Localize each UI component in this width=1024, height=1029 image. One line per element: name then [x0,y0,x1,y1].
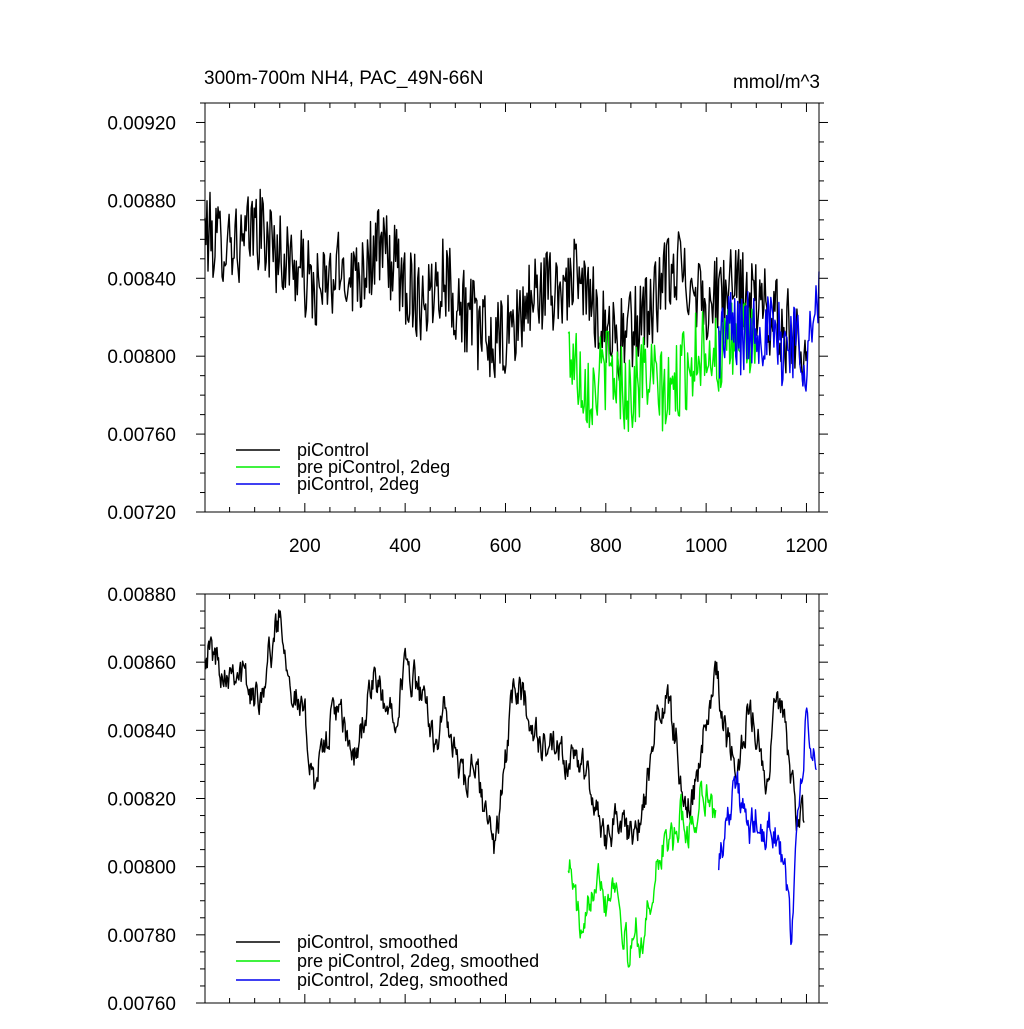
y-tick-label: 0.00840 [107,269,176,290]
series-line [567,780,717,968]
y-tick-label: 0.00880 [107,585,176,606]
series-line [567,298,757,432]
y-tick-label: 0.00880 [107,191,176,212]
series-line [204,188,808,386]
y-tick-label: 0.00820 [107,790,176,811]
y-tick-label: 0.00760 [107,994,176,1015]
y-tick-label: 0.00780 [107,926,176,947]
legend-label: pre piControl, 2deg [297,457,450,477]
x-tick-label: 800 [590,536,622,557]
x-tick-label: 1000 [685,536,727,557]
y-tick-label: 0.00860 [107,653,176,674]
legend-label: piControl [297,440,369,460]
x-tick-label: 1200 [785,536,827,557]
bottom-panel: 0.00760 0.00780 0.00800 0.00820 0.00840 0.008… [107,585,828,1015]
y-tick-label: 0.00840 [107,721,176,742]
legend-label: pre piControl, 2deg, smoothed [297,951,539,971]
plot-frame [204,102,820,513]
x-tick-label: 600 [490,536,522,557]
y-tick-label: 0.00760 [107,425,176,446]
y-tick-label: 0.00720 [107,503,176,524]
legend-label: piControl, smoothed [297,932,458,952]
y-tick-label: 0.00920 [107,113,176,134]
x-tick-label: 200 [289,536,321,557]
series-line [718,707,818,946]
x-tick-label: 400 [389,536,421,557]
y-tick-label: 0.00800 [107,347,176,368]
top-panel: 300m-700m NH4, PAC_49N-66N mmol/m^3 200 4… [107,68,828,557]
units-label: mmol/m^3 [733,72,820,93]
legend-label: piControl, 2deg, smoothed [297,970,508,990]
series-line [204,609,805,855]
series-line [718,271,820,392]
y-tick-label: 0.00800 [107,858,176,879]
legend-label: piControl, 2deg [297,474,419,494]
chart-title: 300m-700m NH4, PAC_49N-66N [204,68,484,89]
